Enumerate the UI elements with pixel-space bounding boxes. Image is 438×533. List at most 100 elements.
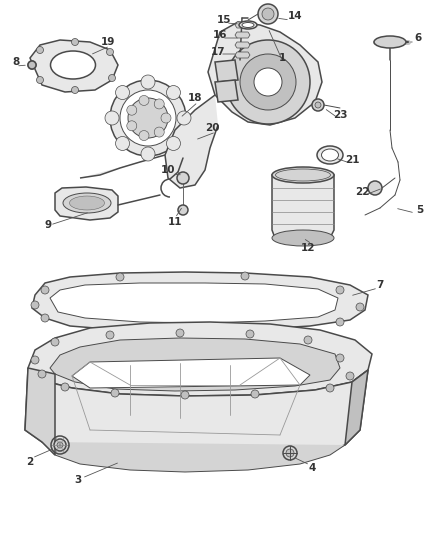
Text: 8: 8: [12, 57, 20, 67]
Text: 5: 5: [417, 205, 424, 215]
Circle shape: [116, 136, 130, 150]
Polygon shape: [235, 42, 250, 48]
Text: 1: 1: [279, 53, 286, 63]
Circle shape: [356, 303, 364, 311]
Polygon shape: [80, 155, 165, 178]
Text: 20: 20: [205, 123, 219, 133]
Polygon shape: [55, 187, 118, 220]
Circle shape: [246, 330, 254, 338]
Circle shape: [241, 272, 249, 280]
Polygon shape: [215, 60, 238, 82]
Text: 22: 22: [355, 187, 369, 197]
Circle shape: [315, 102, 321, 108]
Circle shape: [31, 356, 39, 364]
Circle shape: [326, 384, 334, 392]
Text: 16: 16: [213, 30, 227, 40]
Circle shape: [304, 336, 312, 344]
Circle shape: [368, 181, 382, 195]
Circle shape: [177, 111, 191, 125]
Text: 10: 10: [161, 165, 175, 175]
Circle shape: [128, 98, 168, 138]
Text: 4: 4: [308, 463, 316, 473]
Circle shape: [109, 75, 116, 82]
Circle shape: [336, 318, 344, 326]
Text: 23: 23: [333, 110, 347, 120]
Circle shape: [178, 205, 188, 215]
Text: 7: 7: [376, 280, 384, 290]
Ellipse shape: [70, 196, 105, 210]
Ellipse shape: [272, 167, 334, 183]
Circle shape: [127, 121, 137, 131]
Circle shape: [116, 326, 124, 334]
Text: 14: 14: [288, 11, 302, 21]
Circle shape: [241, 326, 249, 334]
Polygon shape: [42, 442, 345, 472]
Ellipse shape: [50, 51, 95, 79]
Text: 21: 21: [345, 155, 359, 165]
Circle shape: [346, 372, 354, 380]
Circle shape: [111, 389, 119, 397]
Text: 2: 2: [26, 457, 34, 467]
Circle shape: [51, 338, 59, 346]
Circle shape: [141, 147, 155, 161]
Circle shape: [166, 136, 180, 150]
Polygon shape: [345, 370, 368, 445]
Text: 18: 18: [188, 93, 202, 103]
Circle shape: [336, 354, 344, 362]
Circle shape: [178, 160, 188, 170]
Circle shape: [41, 286, 49, 294]
Polygon shape: [235, 22, 250, 28]
Ellipse shape: [276, 169, 331, 181]
Circle shape: [127, 105, 137, 115]
Circle shape: [166, 85, 180, 100]
Circle shape: [57, 442, 63, 448]
Circle shape: [141, 75, 155, 89]
Circle shape: [61, 383, 69, 391]
Circle shape: [31, 301, 39, 309]
Ellipse shape: [242, 22, 254, 28]
Circle shape: [41, 314, 49, 322]
Text: 3: 3: [74, 475, 81, 485]
Circle shape: [105, 111, 119, 125]
Ellipse shape: [239, 21, 257, 29]
Polygon shape: [25, 368, 368, 461]
Polygon shape: [32, 272, 368, 331]
Circle shape: [30, 63, 34, 67]
Circle shape: [28, 61, 36, 69]
Text: 11: 11: [168, 217, 182, 227]
Circle shape: [116, 85, 130, 100]
Circle shape: [36, 46, 43, 53]
Circle shape: [254, 68, 282, 96]
Polygon shape: [235, 32, 250, 38]
Ellipse shape: [317, 146, 343, 164]
Circle shape: [226, 40, 310, 124]
Ellipse shape: [374, 36, 406, 48]
Circle shape: [106, 331, 114, 339]
Circle shape: [71, 38, 78, 45]
Ellipse shape: [321, 149, 339, 161]
Polygon shape: [208, 22, 322, 125]
Text: 6: 6: [414, 33, 422, 43]
Circle shape: [312, 99, 324, 111]
Polygon shape: [215, 80, 238, 102]
Circle shape: [176, 329, 184, 337]
Ellipse shape: [183, 128, 197, 148]
Circle shape: [120, 90, 176, 146]
Ellipse shape: [63, 193, 111, 213]
Circle shape: [181, 391, 189, 399]
Polygon shape: [50, 338, 340, 391]
Ellipse shape: [272, 230, 334, 246]
Circle shape: [54, 439, 66, 451]
Circle shape: [38, 370, 46, 378]
Ellipse shape: [179, 124, 201, 152]
Circle shape: [116, 273, 124, 281]
Circle shape: [154, 127, 164, 137]
Circle shape: [240, 54, 296, 110]
Circle shape: [283, 446, 297, 460]
Circle shape: [139, 95, 149, 106]
Circle shape: [251, 390, 259, 398]
Circle shape: [258, 4, 278, 24]
Circle shape: [154, 99, 164, 109]
Circle shape: [110, 80, 186, 156]
Circle shape: [177, 172, 189, 184]
